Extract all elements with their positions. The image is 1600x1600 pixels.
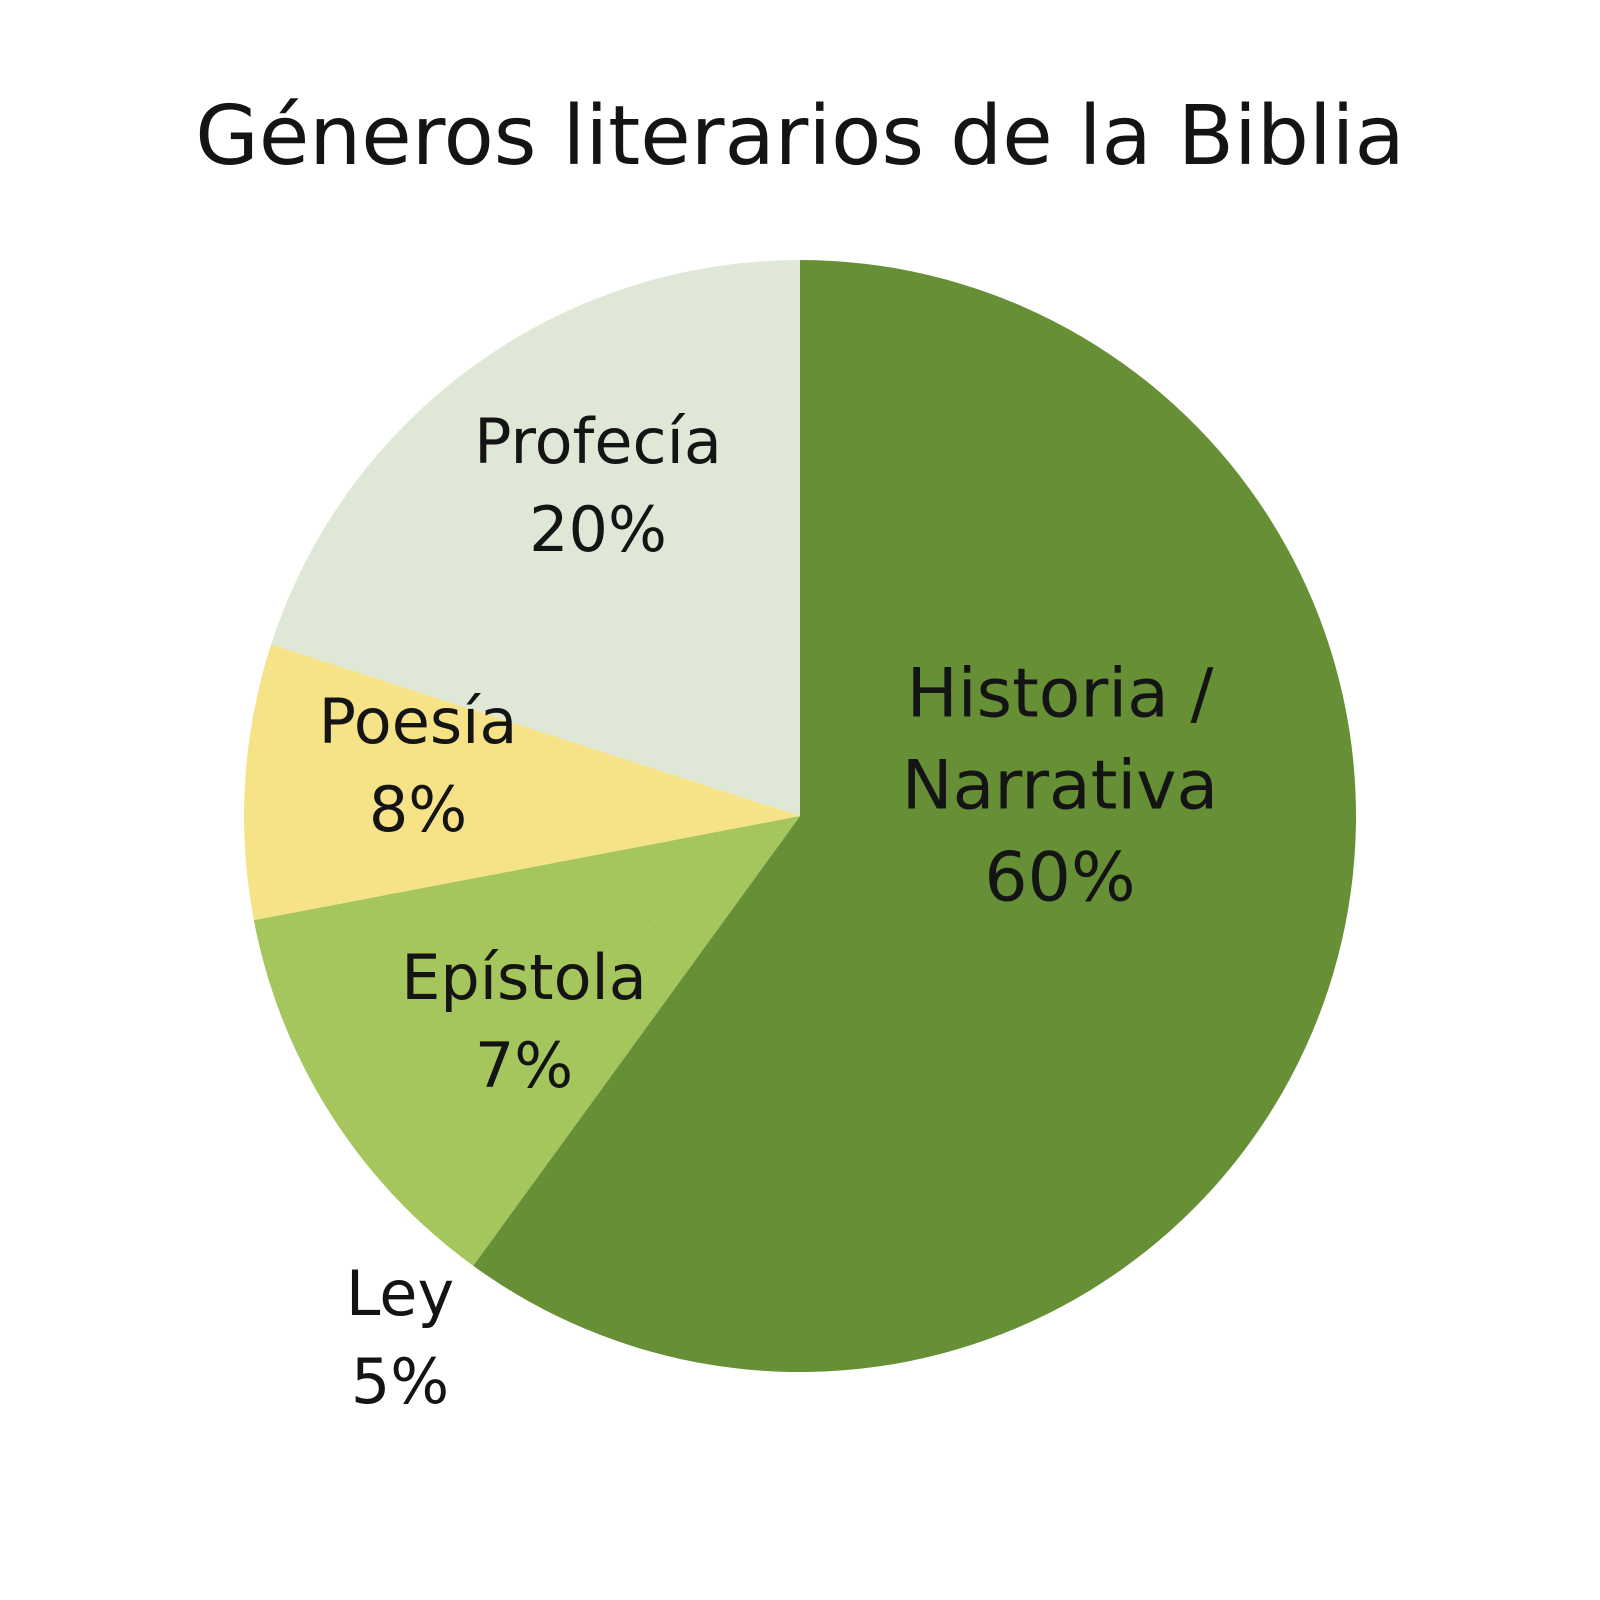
slice-name-label-profecia: Profecía [474,405,722,478]
slice-name-label-poesia: Poesía [319,685,518,758]
slice-value-label-ley: 5% [351,1345,449,1418]
pie-slice-epistola [253,816,801,1143]
pie-slice-ley [350,816,800,1266]
slice-name-label-historia-narrativa: Narrativa [902,747,1218,826]
slice-value-label-poesia: 8% [369,773,467,846]
pie-labels: Historia / Narrativa 60% Ley 5% Epístola 7% Poe… [319,405,1219,1418]
slice-name-label-epistola: Epístola [401,941,647,1014]
slice-value-label-profecia: 20% [529,493,667,566]
chart-title: Géneros literarios de la Biblia [195,89,1405,184]
pie-slice-profecia [271,260,801,816]
pie-slice-poesia [244,644,800,921]
slice-value-label-historia-narrativa: 60% [984,839,1135,918]
pie-slice-historia-narrativa [473,260,1357,1372]
pie-slices [244,260,1357,1372]
slice-value-label-epistola: 7% [475,1029,573,1102]
slice-name-label-ley: Ley [346,1257,454,1330]
slice-name-label-historia-narrativa: Historia / [907,655,1214,734]
